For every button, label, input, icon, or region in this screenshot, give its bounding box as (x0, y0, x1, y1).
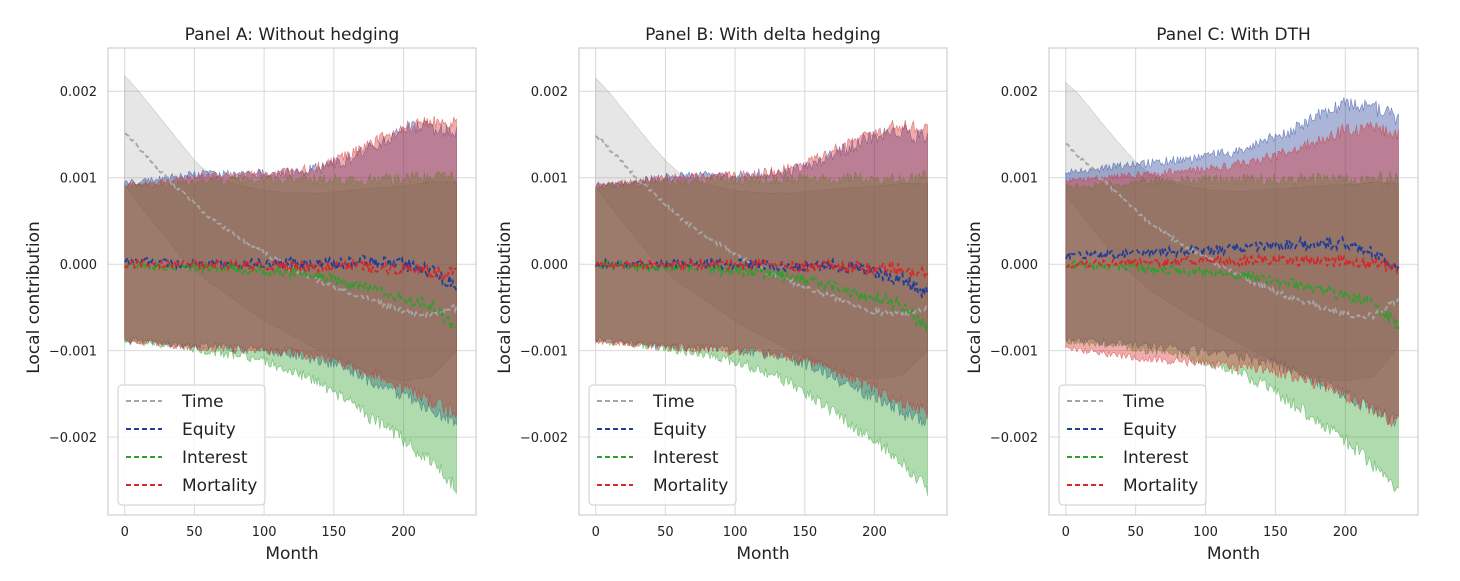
x-tick-label: 200 (1333, 525, 1358, 540)
x-axis-label: Month (736, 544, 789, 564)
band-interest (1065, 170, 1399, 492)
x-tick-label: 200 (862, 525, 887, 540)
legend-label-time: Time (1122, 392, 1165, 412)
legend-box (1058, 384, 1207, 506)
panel-title: Panel A: Without hedging (185, 25, 400, 45)
line-mortality (1065, 252, 1400, 276)
y-tick-label: 0.001 (531, 172, 568, 187)
legend-label-mortality: Mortality (653, 476, 728, 496)
legend: Time Equity Interest Mortality (117, 384, 266, 506)
legend-label-time: Time (652, 392, 695, 412)
axes-frame (107, 47, 477, 516)
plot-area (1064, 81, 1400, 492)
y-tick-label: −0.001 (990, 345, 1038, 360)
line-interest (124, 260, 458, 333)
x-tick-label: 150 (321, 525, 346, 540)
x-tick-label: 0 (1062, 525, 1070, 540)
axes-frame (578, 47, 948, 516)
x-tick-label: 100 (723, 525, 748, 540)
line-time (595, 135, 929, 318)
x-tick-label: 50 (1127, 525, 1144, 540)
legend: Time Equity Interest Mortality (1058, 384, 1207, 506)
grid (108, 48, 476, 515)
y-tick-label: −0.002 (49, 431, 97, 446)
x-tick-label: 150 (1263, 525, 1288, 540)
line-mortality (594, 257, 929, 279)
x-tick-label: 100 (1193, 525, 1218, 540)
panel-title: Panel C: With DTH (1156, 25, 1311, 45)
y-tick-label: −0.001 (520, 345, 568, 360)
y-tick-label: 0.002 (1001, 85, 1038, 100)
x-tick-label: 150 (792, 525, 817, 540)
y-tick-label: 0.002 (60, 85, 97, 100)
y-tick-label: 0.001 (60, 172, 97, 187)
panel-2: Panel B: With delta hedging 0 50 100 150 200 0… (495, 25, 948, 564)
legend-label-time: Time (181, 392, 224, 412)
plot-area (594, 77, 929, 496)
y-tick-label: −0.002 (520, 431, 568, 446)
legend-box (117, 384, 266, 506)
x-axis-label: Month (265, 544, 318, 564)
line-mortality (124, 257, 457, 281)
panel-title: Panel B: With delta hedging (645, 25, 881, 45)
y-tick-label: −0.001 (49, 345, 97, 360)
y-tick-label: 0.000 (531, 258, 568, 273)
legend-label-interest: Interest (1123, 448, 1189, 468)
y-tick-label: 0.001 (1001, 172, 1038, 187)
x-tick-label: 50 (657, 525, 674, 540)
legend-box (588, 384, 737, 506)
x-tick-label: 0 (592, 525, 600, 540)
legend: Time Equity Interest Mortality (588, 384, 737, 506)
legend-label-equity: Equity (182, 420, 236, 440)
legend-label-mortality: Mortality (1123, 476, 1198, 496)
plot-area (124, 74, 458, 495)
axes-frame (1048, 47, 1419, 516)
x-tick-label: 50 (186, 525, 203, 540)
panel-1: Panel A: Without hedging 0 50 100 150 200 0.00… (24, 25, 477, 564)
legend-label-equity: Equity (653, 420, 707, 440)
y-tick-label: 0.002 (531, 85, 568, 100)
x-tick-label: 0 (121, 525, 129, 540)
line-interest (594, 258, 929, 331)
panel-3: Panel C: With DTH 0 50 100 150 200 0.002 0.001 0… (965, 25, 1419, 564)
y-tick-label: 0.000 (1001, 258, 1038, 273)
line-interest (1065, 259, 1400, 329)
line-time (1065, 142, 1400, 321)
y-axis-label: Local contribution (965, 221, 985, 374)
x-tick-label: 200 (391, 525, 416, 540)
y-axis-label: Local contribution (24, 221, 44, 374)
line-equity (1064, 235, 1400, 274)
band-mortality (124, 115, 457, 418)
line-equity (124, 253, 458, 292)
legend-label-interest: Interest (182, 448, 248, 468)
x-tick-label: 100 (252, 525, 277, 540)
x-axis-label: Month (1207, 544, 1260, 564)
legend-label-interest: Interest (653, 448, 719, 468)
y-tick-label: −0.002 (990, 431, 1038, 446)
legend-label-equity: Equity (1123, 420, 1177, 440)
legend-label-mortality: Mortality (182, 476, 257, 496)
y-tick-label: 0.000 (60, 258, 97, 273)
y-axis-label: Local contribution (495, 221, 515, 374)
